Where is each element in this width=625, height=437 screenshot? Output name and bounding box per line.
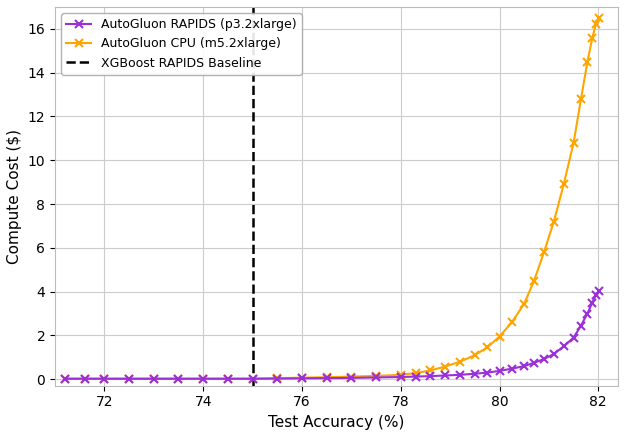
AutoGluon CPU (m5.2xlarge) (531, 278, 538, 283)
Line: AutoGluon CPU (m5.2xlarge): AutoGluon CPU (m5.2xlarge) (61, 14, 604, 383)
AutoGluon CPU (m5.2xlarge) (397, 372, 404, 378)
AutoGluon RAPIDS (p3.2xlarge) (521, 364, 528, 369)
X-axis label: Test Accuracy (%): Test Accuracy (%) (268, 415, 405, 430)
AutoGluon RAPIDS (p3.2xlarge) (441, 373, 449, 378)
AutoGluon RAPIDS (p3.2xlarge) (412, 374, 419, 379)
AutoGluon RAPIDS (p3.2xlarge) (298, 376, 306, 381)
AutoGluon CPU (m5.2xlarge) (427, 368, 434, 373)
AutoGluon CPU (m5.2xlarge) (323, 375, 331, 380)
AutoGluon RAPIDS (p3.2xlarge) (274, 376, 281, 381)
AutoGluon RAPIDS (p3.2xlarge) (125, 376, 132, 382)
AutoGluon CPU (m5.2xlarge) (521, 301, 528, 306)
AutoGluon RAPIDS (p3.2xlarge) (372, 375, 380, 380)
AutoGluon CPU (m5.2xlarge) (274, 375, 281, 381)
AutoGluon CPU (m5.2xlarge) (441, 364, 449, 369)
AutoGluon RAPIDS (p3.2xlarge) (150, 376, 158, 382)
AutoGluon CPU (m5.2xlarge) (456, 359, 464, 364)
AutoGluon CPU (m5.2xlarge) (589, 35, 596, 40)
AutoGluon CPU (m5.2xlarge) (540, 250, 548, 255)
AutoGluon RAPIDS (p3.2xlarge) (550, 351, 558, 357)
AutoGluon RAPIDS (p3.2xlarge) (570, 335, 578, 340)
AutoGluon RAPIDS (p3.2xlarge) (61, 376, 69, 382)
AutoGluon RAPIDS (p3.2xlarge) (81, 376, 88, 382)
AutoGluon CPU (m5.2xlarge) (199, 376, 207, 381)
AutoGluon RAPIDS (p3.2xlarge) (589, 300, 596, 305)
AutoGluon RAPIDS (p3.2xlarge) (560, 344, 568, 349)
AutoGluon CPU (m5.2xlarge) (560, 182, 568, 187)
AutoGluon CPU (m5.2xlarge) (578, 96, 585, 101)
AutoGluon RAPIDS (p3.2xlarge) (456, 372, 464, 378)
AutoGluon CPU (m5.2xlarge) (81, 376, 88, 381)
XGBoost RAPIDS Baseline (249, 377, 256, 382)
AutoGluon CPU (m5.2xlarge) (372, 373, 380, 378)
AutoGluon CPU (m5.2xlarge) (150, 376, 158, 381)
AutoGluon RAPIDS (p3.2xlarge) (584, 311, 591, 316)
AutoGluon RAPIDS (p3.2xlarge) (101, 376, 108, 382)
Line: AutoGluon RAPIDS (p3.2xlarge): AutoGluon RAPIDS (p3.2xlarge) (61, 286, 604, 383)
AutoGluon RAPIDS (p3.2xlarge) (596, 288, 603, 293)
AutoGluon CPU (m5.2xlarge) (496, 334, 503, 339)
AutoGluon CPU (m5.2xlarge) (592, 22, 599, 27)
AutoGluon RAPIDS (p3.2xlarge) (508, 366, 516, 371)
AutoGluon CPU (m5.2xlarge) (298, 375, 306, 380)
AutoGluon RAPIDS (p3.2xlarge) (578, 323, 585, 328)
AutoGluon RAPIDS (p3.2xlarge) (496, 368, 503, 374)
AutoGluon RAPIDS (p3.2xlarge) (249, 376, 256, 382)
AutoGluon RAPIDS (p3.2xlarge) (175, 376, 182, 382)
AutoGluon RAPIDS (p3.2xlarge) (531, 360, 538, 365)
AutoGluon RAPIDS (p3.2xlarge) (427, 374, 434, 379)
AutoGluon RAPIDS (p3.2xlarge) (540, 357, 548, 362)
AutoGluon CPU (m5.2xlarge) (508, 319, 516, 325)
AutoGluon RAPIDS (p3.2xlarge) (471, 371, 479, 376)
AutoGluon CPU (m5.2xlarge) (412, 371, 419, 376)
AutoGluon CPU (m5.2xlarge) (570, 140, 578, 146)
AutoGluon CPU (m5.2xlarge) (125, 376, 132, 381)
AutoGluon RAPIDS (p3.2xlarge) (592, 292, 599, 298)
AutoGluon CPU (m5.2xlarge) (483, 345, 491, 350)
Legend: AutoGluon RAPIDS (p3.2xlarge), AutoGluon CPU (m5.2xlarge), XGBoost RAPIDS Baseli: AutoGluon RAPIDS (p3.2xlarge), AutoGluon… (61, 13, 302, 75)
AutoGluon RAPIDS (p3.2xlarge) (224, 376, 232, 382)
AutoGluon RAPIDS (p3.2xlarge) (199, 376, 207, 382)
AutoGluon CPU (m5.2xlarge) (61, 376, 69, 381)
XGBoost RAPIDS Baseline (249, 355, 256, 360)
AutoGluon CPU (m5.2xlarge) (584, 59, 591, 64)
AutoGluon RAPIDS (p3.2xlarge) (323, 375, 331, 381)
AutoGluon CPU (m5.2xlarge) (550, 219, 558, 224)
AutoGluon CPU (m5.2xlarge) (224, 376, 232, 381)
AutoGluon CPU (m5.2xlarge) (101, 376, 108, 381)
AutoGluon CPU (m5.2xlarge) (249, 376, 256, 381)
AutoGluon RAPIDS (p3.2xlarge) (397, 375, 404, 380)
Y-axis label: Compute Cost ($): Compute Cost ($) (7, 129, 22, 264)
AutoGluon RAPIDS (p3.2xlarge) (348, 375, 355, 381)
AutoGluon CPU (m5.2xlarge) (471, 353, 479, 358)
AutoGluon RAPIDS (p3.2xlarge) (483, 370, 491, 375)
AutoGluon CPU (m5.2xlarge) (348, 374, 355, 379)
AutoGluon CPU (m5.2xlarge) (175, 376, 182, 381)
AutoGluon CPU (m5.2xlarge) (596, 15, 603, 21)
